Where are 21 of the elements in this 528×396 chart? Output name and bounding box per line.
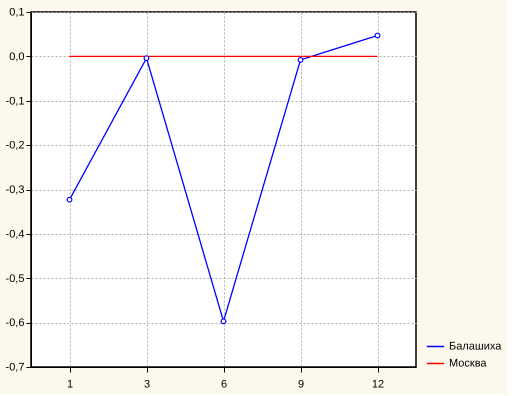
y-tick-label: -0,1 xyxy=(6,95,24,108)
point xyxy=(298,56,304,63)
legend-label: Москва xyxy=(449,358,488,370)
legend-label: Балашиха xyxy=(449,340,502,352)
y-tick-label: -0,3 xyxy=(6,184,24,196)
y-tick-label: -0,7 xyxy=(6,362,24,374)
x-tick-label: 9 xyxy=(298,378,304,390)
y-tick-label: -0,5 xyxy=(6,272,24,285)
point xyxy=(66,196,72,203)
y-tick-label: -0,4 xyxy=(6,228,24,240)
x-tick-label: 12 xyxy=(372,378,384,390)
y-tick-label: -0,6 xyxy=(6,317,24,330)
y-tick-label: 0,0 xyxy=(9,50,24,63)
point xyxy=(374,32,380,38)
point xyxy=(220,318,226,324)
x-tick-label: 1 xyxy=(66,378,74,390)
point xyxy=(144,55,150,62)
y-tick-label: -0,2 xyxy=(6,140,24,152)
x-tick-label: 6 xyxy=(220,378,228,390)
y-tick-label: 0,1 xyxy=(9,6,24,18)
x-tick-label: 3 xyxy=(144,378,150,390)
